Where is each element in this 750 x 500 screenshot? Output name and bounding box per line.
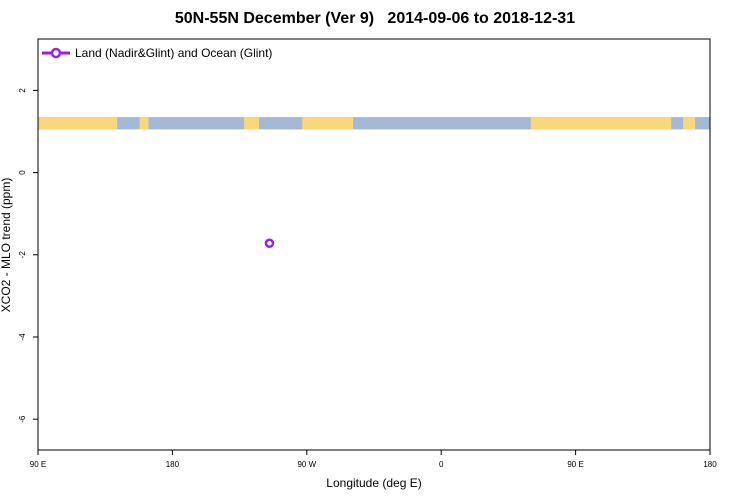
land-segment — [302, 117, 354, 130]
y-tick-label: -6 — [18, 415, 27, 423]
x-axis-label: Longitude (deg E) — [326, 476, 422, 490]
legend-label: Land (Nadir&Glint) and Ocean (Glint) — [75, 46, 273, 60]
y-tick-label: -4 — [18, 333, 27, 341]
plot-frame — [37, 38, 711, 451]
data-point — [264, 238, 275, 249]
land-segment — [38, 117, 118, 130]
x-tick-label: 90 E — [30, 460, 46, 469]
x-tick-label: 0 — [439, 460, 444, 469]
x-tick-label: 90 W — [297, 460, 316, 469]
land-segment — [244, 117, 260, 130]
x-tick-label: 180 — [703, 460, 717, 469]
y-axis-label: XCO2 - MLO trend (ppm) — [0, 177, 13, 313]
x-tick-label: 180 — [166, 460, 180, 469]
land-segment — [683, 117, 696, 130]
legend-marker-icon — [42, 47, 70, 59]
y-tick-label: 2 — [18, 88, 27, 93]
land-segment — [139, 117, 149, 130]
legend: Land (Nadir&Glint) and Ocean (Glint) — [42, 45, 272, 61]
y-tick-label: -2 — [18, 251, 27, 259]
x-tick-label: 90 E — [567, 460, 583, 469]
chart-title: 50N-55N December (Ver 9) 2014-09-06 to 2… — [174, 10, 576, 27]
y-tick-label: 0 — [18, 170, 27, 175]
land-segment — [530, 117, 672, 130]
